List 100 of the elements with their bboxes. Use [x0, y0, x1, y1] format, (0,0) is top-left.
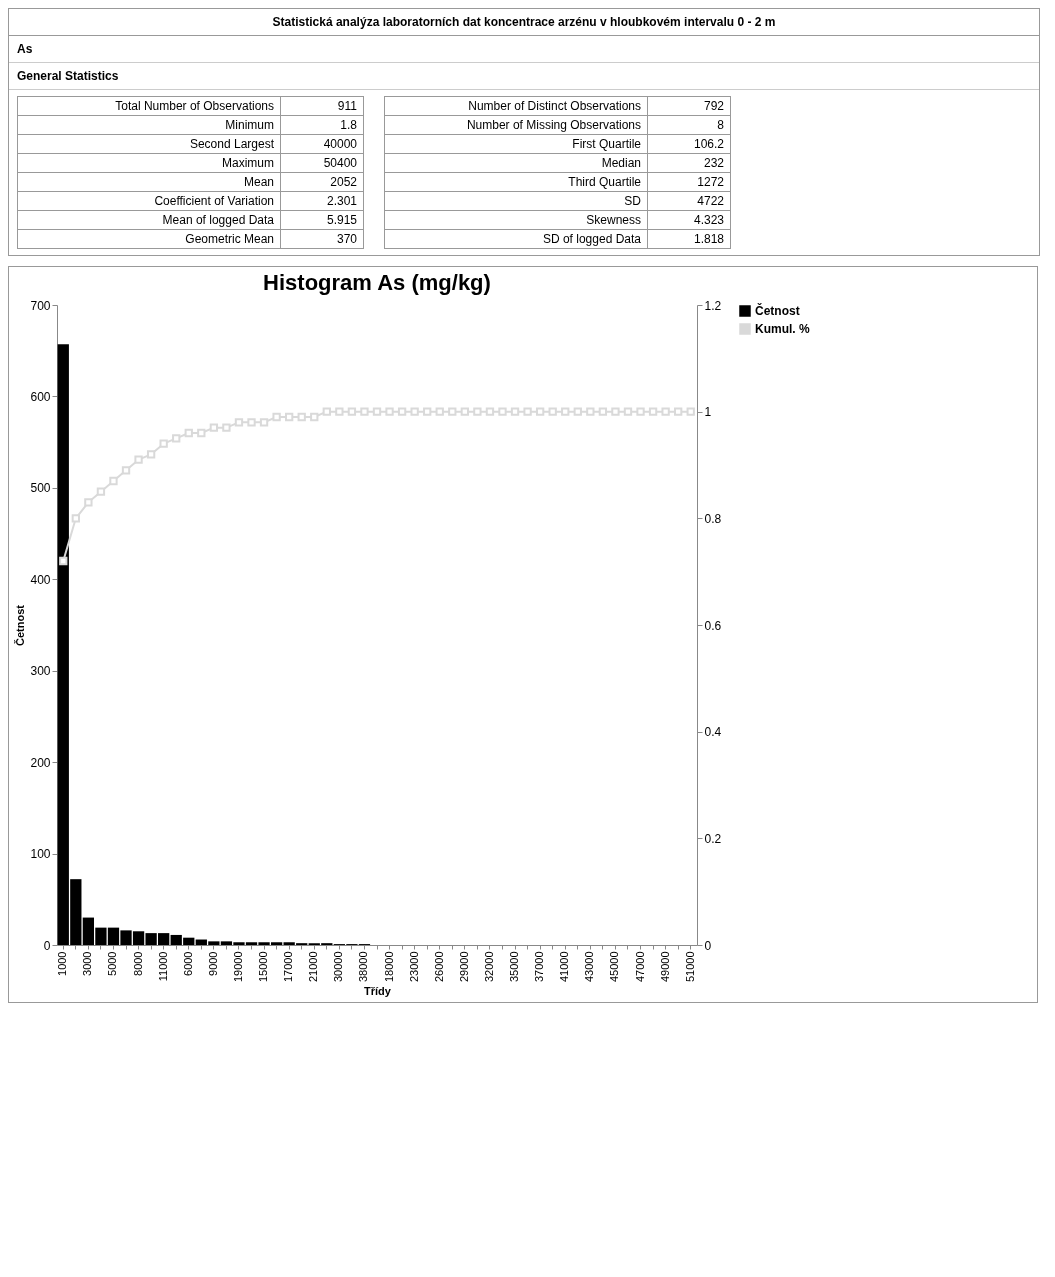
point: [134, 455, 143, 464]
legend-label: Kumul. %: [755, 322, 810, 336]
point: [322, 407, 331, 416]
text: Minimum: [17, 115, 281, 135]
point: [71, 514, 80, 523]
point: [222, 423, 231, 432]
x-tick-label: 9000: [206, 951, 219, 976]
x-tick-label: 29000: [457, 951, 470, 983]
x-tick-label: 51000: [683, 951, 696, 983]
y-tick-label: 200: [30, 755, 51, 770]
x-tick-label: 37000: [533, 951, 546, 983]
point: [184, 428, 193, 438]
y-tick-label: 300: [30, 664, 51, 679]
text: Median: [384, 153, 648, 173]
text: Total Number of Observations: [17, 96, 281, 116]
point: [586, 407, 595, 416]
x-tick-label: 43000: [583, 951, 596, 983]
text: Number of Missing Observations: [384, 115, 648, 135]
text: 911: [280, 96, 364, 116]
point: [535, 407, 545, 416]
point: [297, 412, 306, 422]
point: [146, 450, 156, 459]
text: SD of logged Data: [384, 229, 648, 249]
x-tick-label: 47000: [633, 951, 646, 983]
point: [636, 407, 645, 416]
point: [523, 407, 532, 416]
text: Skewness: [384, 210, 648, 230]
point: [648, 407, 658, 416]
point: [385, 407, 394, 416]
y-tick-label: 700: [30, 298, 51, 313]
text: Coefficient of Variation: [17, 191, 281, 211]
x-tick-label: 5000: [106, 951, 119, 976]
x-tick-label: 15000: [257, 951, 270, 983]
x-tick-label: 19000: [231, 951, 244, 983]
text: 40000: [280, 134, 364, 154]
point: [84, 498, 93, 507]
point: [209, 423, 219, 432]
y2-tick-label: 0.4: [704, 725, 722, 740]
x-tick-label: 17000: [282, 951, 295, 983]
text: 8: [647, 115, 731, 135]
y-tick-label: 500: [30, 481, 51, 496]
point: [284, 412, 294, 422]
point: [121, 466, 131, 475]
y-tick-label: 600: [30, 389, 51, 404]
point: [410, 407, 419, 416]
text: 5.915: [280, 210, 364, 230]
point: [159, 439, 168, 448]
text: 792: [647, 96, 731, 116]
x-tick-label: 1000: [56, 951, 69, 976]
x-tick-label: 3000: [81, 951, 94, 976]
text: Number of Distinct Observations: [384, 96, 648, 116]
text: Mean of logged Data: [17, 210, 281, 230]
text: Third Quartile: [384, 172, 648, 192]
point: [59, 556, 68, 566]
x-tick-label: 45000: [608, 951, 621, 983]
text: 2.301: [280, 191, 364, 211]
x-tick-label: 8000: [131, 951, 144, 976]
legend-label: Četnost: [755, 303, 800, 318]
point: [197, 428, 206, 438]
point: [510, 407, 520, 416]
point: [234, 418, 244, 427]
text: 1.818: [647, 229, 731, 249]
point: [372, 407, 382, 416]
text: Second Largest: [17, 134, 281, 154]
y2-tick-label: 0.2: [704, 831, 722, 846]
text: Maximum: [17, 153, 281, 173]
y2-tick-label: 1.2: [704, 298, 722, 313]
point: [335, 407, 344, 416]
x-tick-label: 49000: [658, 951, 671, 983]
text: Statistická analýza laboratorních dat koncentrace arzénu v hloubkovém intervalu 0 - 2 m: [9, 9, 1039, 36]
point: [611, 407, 620, 416]
point: [674, 407, 683, 416]
text: First Quartile: [384, 134, 648, 154]
point: [548, 407, 557, 416]
point: [96, 487, 106, 496]
point: [259, 418, 269, 427]
point: [310, 412, 319, 422]
y-tick-label: 0: [43, 938, 51, 953]
x-tick-label: 26000: [432, 951, 445, 983]
text: 106.2: [647, 134, 731, 154]
text: SD: [384, 191, 648, 211]
x-tick-label: 18000: [382, 951, 395, 983]
text: 4.323: [647, 210, 731, 230]
point: [473, 407, 482, 416]
x-tick-label: 6000: [181, 951, 194, 976]
point: [598, 407, 608, 416]
x-tick-label: 11000: [156, 951, 169, 982]
x-tick-label: 41000: [558, 951, 571, 983]
point: [423, 407, 432, 416]
x-tick-label: 32000: [482, 951, 495, 983]
text: Geometric Mean: [17, 229, 281, 249]
point: [686, 407, 695, 416]
text: 2052: [280, 172, 364, 192]
text: General Statistics: [9, 63, 1039, 90]
point: [448, 407, 457, 416]
point: [573, 407, 582, 416]
point: [397, 407, 407, 416]
y2-tick-label: 0.8: [704, 511, 722, 526]
y2-tick-label: 0.6: [704, 618, 722, 633]
point: [109, 476, 118, 486]
